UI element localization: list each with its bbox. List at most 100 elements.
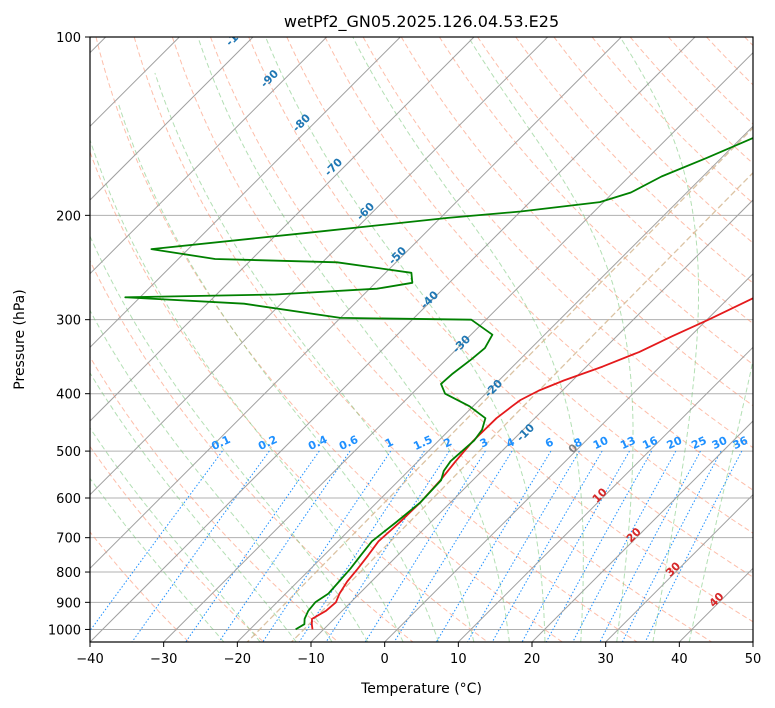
dry-adiabat-line	[90, 259, 414, 642]
isotherm-line	[678, 567, 753, 642]
moist-adiabat-line	[90, 427, 261, 642]
dry-adiabat-label: -40	[418, 288, 441, 311]
dry-adiabat-line	[629, 37, 753, 165]
plot-frame	[89, 36, 754, 643]
mixing-ratio-label: 20	[665, 434, 685, 452]
mixing-ratio-line	[185, 450, 320, 642]
y-axis-label: Pressure (hPa)	[12, 289, 28, 389]
y-tick-label: 500	[56, 445, 81, 460]
mixing-ratio-line	[298, 450, 425, 642]
mixing-ratio-layer	[90, 450, 743, 642]
dry-adiabat-line	[324, 37, 753, 491]
isotherm-line	[605, 493, 753, 642]
moist-adiabat-line	[154, 72, 475, 642]
dgz-boundary-line	[291, 171, 753, 642]
moist-adiabat-line	[467, 37, 634, 642]
mixing-ratio-label: 10	[591, 434, 611, 452]
mixing-ratio-line	[393, 450, 513, 642]
mixing-ratio-label: 6	[543, 435, 556, 450]
dry-adiabat-line	[706, 37, 753, 86]
isotherm-line	[90, 37, 475, 422]
dry-adiabat-label: -70	[322, 155, 345, 178]
dry-adiabat-label: -60	[354, 200, 377, 223]
dry-adiabat-label: -90	[258, 67, 281, 90]
mixing-ratio-line	[262, 450, 392, 642]
dry-adiabat-label: -20	[482, 377, 505, 400]
isotherm-line	[90, 37, 328, 275]
x-tick-label: −20	[224, 652, 251, 667]
moist-adiabat-line	[118, 104, 439, 642]
moist-adiabat-line	[90, 309, 333, 642]
x-tick-label: −40	[76, 652, 103, 667]
profiles-layer	[124, 137, 753, 631]
y-tick-label: 1000	[48, 623, 81, 638]
mixing-ratio-line	[521, 450, 630, 642]
isotherm-line	[457, 346, 753, 642]
isotherm-line	[236, 125, 753, 642]
moist-adiabat-line	[619, 37, 699, 642]
isotherm-label: 30	[663, 559, 683, 579]
isotherm-label: 40	[707, 590, 727, 610]
grid-layer	[90, 37, 753, 630]
mixing-ratio-line	[545, 450, 653, 642]
y-tick-label: 200	[56, 209, 81, 224]
mixing-ratio-label: 25	[689, 434, 708, 452]
mixing-ratio-label: 1	[383, 435, 395, 450]
isotherm-line	[163, 51, 753, 642]
dry-adiabat-line	[90, 355, 339, 642]
y-tick-label: 300	[56, 314, 81, 329]
x-tick-label: 20	[524, 652, 541, 667]
mixing-ratio-label: 0.4	[306, 433, 329, 453]
mixing-ratio-label: 0.6	[337, 433, 360, 453]
moist-adiabats-layer	[90, 37, 753, 642]
isotherm-line	[90, 37, 622, 570]
chart-title: wetPf2_GN05.2025.126.04.53.E25	[284, 12, 559, 32]
y-tick-label: 100	[56, 31, 81, 46]
dry-adiabat-line	[515, 37, 753, 284]
mixing-ratio-line	[131, 450, 270, 642]
dry-adiabat-label: -100	[223, 20, 252, 49]
line-labels-layer: 0.1 0.2 0.4 0.6 1 1.5 2 3 4 6 8 10 13 16 20 25 30 3601020…	[209, 20, 750, 610]
y-tick-label: 600	[56, 492, 81, 507]
dry-adiabat-line	[362, 37, 753, 449]
y-tick-label: 400	[56, 388, 81, 403]
x-tick-label: 50	[745, 652, 762, 667]
y-tick-label: 900	[56, 596, 81, 611]
dry-adiabat-line	[90, 150, 488, 642]
moist-adiabat-line	[90, 477, 225, 642]
dgz-boundary-line	[246, 126, 753, 642]
dry-adiabat-line	[133, 37, 638, 642]
x-tick-label: −30	[150, 652, 177, 667]
moist-adiabat-line	[688, 358, 753, 642]
y-tick-label: 800	[56, 566, 81, 581]
dry-adiabat-line	[90, 531, 190, 642]
mixing-ratio-line	[599, 450, 701, 642]
mixing-ratio-line	[218, 450, 351, 642]
x-tick-label: 40	[671, 652, 688, 667]
axes-layer: −40 −30 −20 −10 0 10 20 30 40 5010020030040050060…	[48, 31, 761, 667]
dewpoint-line	[124, 137, 753, 631]
isotherm-line	[90, 37, 254, 201]
mixing-ratio-line	[435, 450, 552, 642]
isotherm-line	[531, 420, 753, 642]
mixing-ratio-line	[644, 450, 743, 642]
isotherm-label: 20	[624, 525, 644, 545]
mixing-ratio-line	[572, 450, 677, 642]
dry-adiabat-line	[286, 37, 753, 534]
mixing-ratio-line	[621, 450, 722, 642]
mixing-ratio-line	[90, 450, 223, 632]
isotherm-line	[90, 37, 696, 642]
mixing-ratio-label: 1.5	[411, 433, 434, 453]
dry-adiabat-line	[744, 37, 753, 47]
isotherm-line	[310, 199, 753, 642]
temperature-line	[310, 297, 753, 630]
dry-adiabat-label: -10	[514, 421, 537, 444]
dry-adiabat-label: -80	[290, 111, 313, 134]
isotherm-line	[90, 37, 549, 496]
x-axis-label: Temperature (°C)	[360, 681, 482, 697]
isotherms-layer	[90, 37, 753, 642]
dry-adiabats-layer	[90, 37, 753, 642]
mixing-ratio-line	[364, 450, 486, 642]
dry-adiabat-line	[438, 37, 753, 365]
